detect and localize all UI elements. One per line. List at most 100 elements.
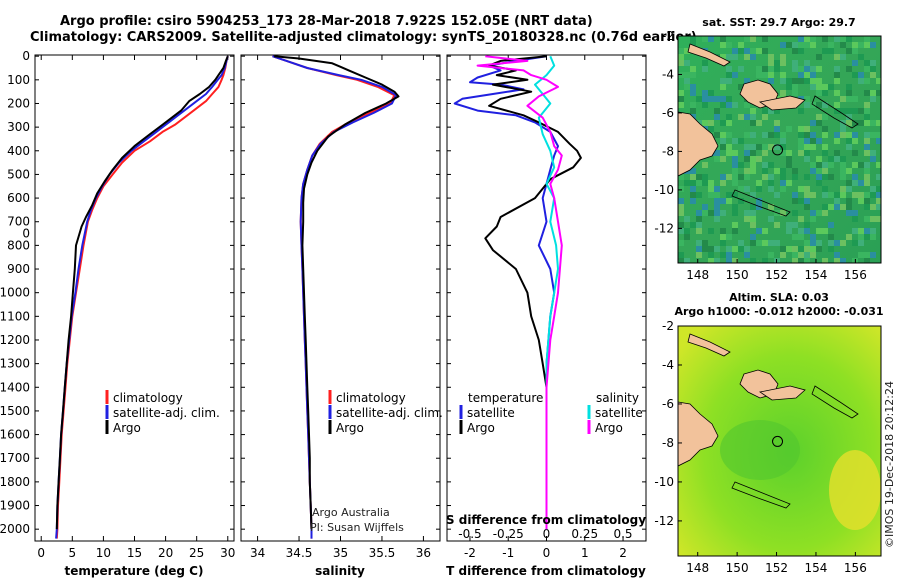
sst-cell — [744, 102, 750, 108]
sst-cell — [804, 252, 810, 258]
y-tick-label: 1400 — [0, 380, 30, 394]
sst-cell — [708, 126, 714, 132]
sst-cell — [714, 216, 720, 222]
difference-xlabel: T difference from climatology — [446, 564, 646, 578]
sst-cell — [828, 48, 834, 54]
sst-cell — [840, 54, 846, 60]
x-tick-label: 36 — [416, 546, 431, 560]
sst-cell — [732, 72, 738, 78]
sla-map — [678, 326, 881, 556]
sst-cell — [720, 210, 726, 216]
land-louisiade — [731, 481, 791, 509]
sst-cell — [876, 192, 881, 198]
sst-cell — [864, 174, 870, 180]
sst-cell — [750, 258, 756, 263]
sst-cell — [780, 72, 786, 78]
sst-cell — [708, 96, 714, 102]
legend-t-satellite: satellite — [467, 406, 515, 420]
sst-cell — [702, 90, 708, 96]
sst-cell — [774, 222, 780, 228]
x-tick-label: 1 — [581, 546, 589, 560]
sst-cell — [684, 216, 690, 222]
sst-cell — [846, 204, 852, 210]
sst-cell — [816, 210, 822, 216]
sst-cell — [798, 228, 804, 234]
sst-cell — [696, 210, 702, 216]
sst-cell — [768, 216, 774, 222]
sst-cell — [822, 132, 828, 138]
sst-cell — [738, 66, 744, 72]
sst-cell — [774, 126, 780, 132]
sst-cell — [768, 180, 774, 186]
sst-cell — [840, 96, 846, 102]
sst-cell — [840, 186, 846, 192]
y-tick-label: 800 — [7, 238, 30, 252]
sst-cell — [768, 144, 774, 150]
sst-cell — [738, 162, 744, 168]
sst-cell — [816, 114, 822, 120]
sst-cell — [876, 198, 881, 204]
y-tick-label: 1600 — [0, 428, 30, 442]
sst-cell — [846, 114, 852, 120]
sst-cell — [678, 102, 684, 108]
sla-map-ticks: 148 150 152 154 156 -2 -4 -6 -8 -10 -12 — [654, 319, 866, 575]
sst-cell — [840, 258, 846, 263]
sst-cell — [840, 126, 846, 132]
y-tick-label: 1700 — [0, 451, 30, 465]
map-y-tick-label: -4 — [662, 358, 674, 372]
sst-cell — [822, 144, 828, 150]
sst-cell — [846, 36, 852, 42]
sst-cell — [810, 138, 816, 144]
sst-cell — [744, 186, 750, 192]
sst-cell — [798, 126, 804, 132]
sst-cell — [690, 72, 696, 78]
sst-cell — [774, 192, 780, 198]
sst-cell — [846, 120, 852, 126]
sst-cell — [690, 102, 696, 108]
sst-cell — [756, 66, 762, 72]
x-tick-label: 10 — [96, 546, 111, 560]
sst-cell — [696, 96, 702, 102]
sst-cell — [840, 36, 846, 42]
sst-cell — [786, 126, 792, 132]
sst-cell — [834, 138, 840, 144]
sst-cell — [822, 48, 828, 54]
sst-cell — [870, 228, 876, 234]
land-new-guinea — [678, 401, 719, 467]
map-x-tick-label: 156 — [844, 268, 867, 282]
sst-cell — [798, 186, 804, 192]
x-tick-label: 34 — [250, 546, 265, 560]
sst-cell — [702, 180, 708, 186]
legend-satellite: satellite-adj. clim. — [113, 406, 220, 420]
sst-cell — [828, 84, 834, 90]
sst-cell — [738, 240, 744, 246]
sst-cell — [828, 174, 834, 180]
temperature-xlabel: temperature (deg C) — [65, 564, 204, 578]
sst-cell — [810, 240, 816, 246]
sst-cell — [684, 72, 690, 78]
sst-cell — [726, 102, 732, 108]
sst-cell — [798, 72, 804, 78]
sst-cell — [804, 138, 810, 144]
x-tick-label: -1 — [502, 546, 514, 560]
sst-cell — [690, 186, 696, 192]
x-tick-label: 0 — [543, 546, 551, 560]
sst-cell — [798, 258, 804, 263]
sst-cell — [804, 66, 810, 72]
land-new-britain-east — [758, 385, 806, 401]
sst-cell — [852, 150, 858, 156]
sst-cell — [738, 174, 744, 180]
sst-cell — [768, 54, 774, 60]
sst-cell — [690, 84, 696, 90]
difference-temperature-legend: temperature satellite Argo — [459, 391, 543, 435]
sst-cell — [732, 54, 738, 60]
sst-cell — [780, 78, 786, 84]
sst-cell — [714, 204, 720, 210]
sst-cell — [828, 162, 834, 168]
sst-cell — [834, 252, 840, 258]
sst-cell — [684, 228, 690, 234]
sst-cell — [786, 180, 792, 186]
sst-cell — [864, 90, 870, 96]
sst-cell — [750, 150, 756, 156]
sst-cell — [870, 156, 876, 162]
